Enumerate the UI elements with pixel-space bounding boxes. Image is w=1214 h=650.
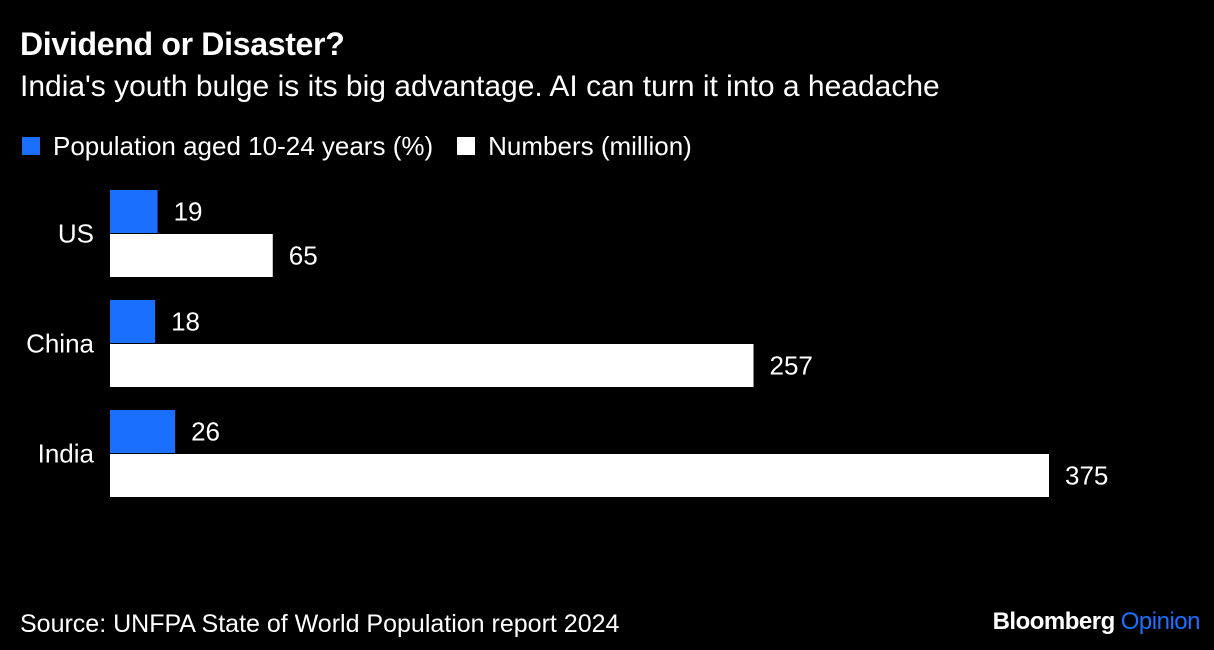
brand-sub: Opinion xyxy=(1120,608,1201,635)
chart-title: Dividend or Disaster? xyxy=(20,26,345,62)
legend-label-numbers: Numbers (million) xyxy=(488,130,692,161)
brand-logo: Bloomberg Opinion xyxy=(992,606,1201,638)
legend-item-percent: Population aged 10-24 years (%) xyxy=(22,131,433,162)
bar-china-percent xyxy=(110,300,156,343)
chart-subtitle: India's youth bulge is its big advantage… xyxy=(20,70,940,103)
bar-china-numbers xyxy=(110,344,754,387)
data-label-india-numbers: 375 xyxy=(1065,461,1108,491)
data-label-us-numbers: 65 xyxy=(289,241,318,271)
bar-india-percent xyxy=(110,410,176,453)
bar-india-numbers xyxy=(110,454,1049,497)
legend-label-percent: Population aged 10-24 years (%) xyxy=(53,130,434,161)
bar-us-percent xyxy=(110,190,158,233)
bar-us-numbers xyxy=(110,234,273,277)
data-label-india-percent: 26 xyxy=(191,417,220,447)
category-label-us: US xyxy=(58,219,94,249)
data-label-us-percent: 19 xyxy=(174,197,203,227)
chart-legend: Population aged 10-24 years (%) Numbers … xyxy=(22,128,716,164)
data-label-china-numbers: 257 xyxy=(770,351,813,381)
data-label-china-percent: 18 xyxy=(171,307,200,337)
bar-chart: US 19 65 China 18 257 India 26 375 xyxy=(26,190,1108,497)
source-note: Source: UNFPA State of World Population … xyxy=(20,610,620,638)
legend-swatch-numbers xyxy=(457,137,476,155)
brand-name: Bloomberg xyxy=(992,608,1116,635)
category-label-india: India xyxy=(38,439,95,469)
legend-swatch-percent xyxy=(22,137,40,155)
legend-item-numbers: Numbers (million) xyxy=(457,131,692,162)
category-label-china: China xyxy=(26,329,94,359)
